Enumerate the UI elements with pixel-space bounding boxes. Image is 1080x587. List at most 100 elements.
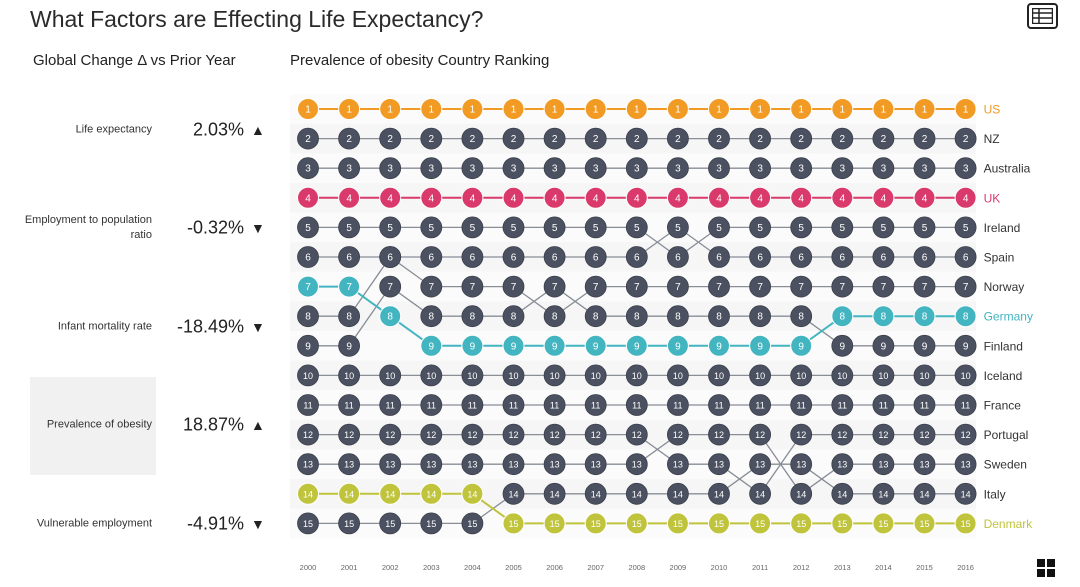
rank-point[interactable]	[831, 364, 854, 387]
rank-point[interactable]	[913, 275, 936, 298]
rank-point[interactable]	[954, 157, 977, 180]
rank-point[interactable]	[461, 394, 484, 416]
rank-point[interactable]	[420, 216, 443, 239]
rank-point[interactable]	[379, 98, 402, 120]
rank-point[interactable]	[666, 186, 689, 209]
rank-point[interactable]	[338, 482, 361, 505]
rank-point[interactable]	[625, 364, 648, 387]
rank-point[interactable]	[749, 275, 772, 298]
rank-point[interactable]	[502, 364, 525, 387]
country-label-ireland[interactable]: Ireland	[984, 221, 1021, 235]
rank-point[interactable]	[420, 334, 443, 357]
rank-point[interactable]	[379, 394, 402, 416]
rank-point[interactable]	[297, 453, 319, 476]
rank-point[interactable]	[543, 423, 566, 446]
rank-point[interactable]	[790, 482, 813, 505]
rank-point[interactable]	[790, 305, 813, 328]
rank-point[interactable]	[420, 512, 443, 535]
rank-point[interactable]	[831, 216, 854, 239]
rank-point[interactable]	[338, 157, 360, 180]
country-label-iceland[interactable]: Iceland	[984, 369, 1023, 383]
rank-point[interactable]	[749, 186, 772, 209]
rank-point[interactable]	[543, 512, 566, 535]
rank-point[interactable]	[872, 482, 895, 505]
rank-point[interactable]	[790, 334, 813, 357]
rank-point[interactable]	[502, 334, 525, 357]
rank-point[interactable]	[913, 482, 936, 505]
rank-point[interactable]	[502, 216, 525, 239]
rank-point[interactable]	[831, 305, 854, 328]
series-norway[interactable]: 8 8 6 7 7 7 8 7 7 7 7 7 7 7 7 7 7	[297, 246, 977, 328]
country-label-portugal[interactable]: Portugal	[984, 428, 1029, 442]
rank-point[interactable]	[379, 157, 402, 180]
rank-point[interactable]	[749, 305, 772, 328]
rank-point[interactable]	[913, 246, 936, 268]
rank-point[interactable]	[872, 305, 895, 328]
rank-point[interactable]	[954, 394, 977, 416]
rank-point[interactable]	[297, 157, 319, 180]
rank-point[interactable]	[790, 186, 813, 209]
rank-point[interactable]	[502, 98, 525, 120]
rank-point[interactable]	[543, 394, 566, 416]
rank-point[interactable]	[831, 157, 854, 180]
rank-point[interactable]	[379, 364, 402, 387]
series-sweden[interactable]: 13 13 13 13 13 13 13 13 13 12 12 12 14 13 13 13 13	[297, 423, 977, 505]
rank-point[interactable]	[790, 453, 813, 476]
series-denmark[interactable]: 14 14 14 14 14 15 15 15 15 15 15 15 15 15 15 15 15	[297, 482, 977, 535]
rank-point[interactable]	[297, 394, 319, 416]
rank-point[interactable]	[666, 275, 689, 298]
rank-point[interactable]	[913, 216, 936, 239]
rank-point[interactable]	[872, 512, 895, 535]
rank-point[interactable]	[666, 157, 689, 180]
rank-point[interactable]	[625, 453, 648, 476]
rank-point[interactable]	[625, 423, 648, 446]
rank-point[interactable]	[831, 186, 854, 209]
rank-point[interactable]	[379, 423, 402, 446]
rank-point[interactable]	[461, 216, 484, 239]
rank-point[interactable]	[913, 394, 936, 416]
rank-point[interactable]	[625, 157, 648, 180]
rank-point[interactable]	[708, 216, 730, 239]
country-label-sweden[interactable]: Sweden	[984, 458, 1027, 472]
rank-point[interactable]	[338, 394, 360, 416]
rank-point[interactable]	[708, 453, 730, 476]
rank-point[interactable]	[379, 186, 402, 209]
series-france[interactable]: 11 11 11 11 11 11 11 11 11 11 11 11 11 11 11 11 11	[297, 394, 977, 416]
rank-point[interactable]	[913, 305, 936, 328]
rank-point[interactable]	[502, 423, 525, 446]
country-label-spain[interactable]: Spain	[984, 251, 1015, 265]
rank-point[interactable]	[461, 275, 484, 298]
rank-point[interactable]	[461, 364, 484, 387]
rank-point[interactable]	[625, 186, 648, 209]
rank-point[interactable]	[666, 394, 689, 416]
rank-point[interactable]	[338, 186, 361, 209]
table-view-button[interactable]	[1027, 3, 1058, 29]
country-label-uk[interactable]: UK	[984, 191, 1001, 205]
country-label-australia[interactable]: Australia	[984, 162, 1031, 176]
rank-point[interactable]	[790, 216, 813, 239]
rank-point[interactable]	[584, 512, 607, 535]
rank-point[interactable]	[297, 186, 319, 209]
series-australia[interactable]: 3 3 3 3 3 3 3 3 3 3 3 3 3 3 3 3 3	[297, 157, 977, 180]
rank-point[interactable]	[420, 186, 443, 209]
rank-point[interactable]	[543, 275, 566, 298]
rank-point[interactable]	[379, 127, 402, 150]
rank-point[interactable]	[543, 98, 566, 120]
rank-point[interactable]	[297, 305, 319, 328]
series-ireland[interactable]: 5 5 5 5 5 5 5 5 5 6 5 5 5 5 5 5 5	[297, 216, 977, 268]
rank-point[interactable]	[625, 512, 648, 535]
rank-point[interactable]	[543, 157, 566, 180]
rank-point[interactable]	[954, 305, 977, 328]
rank-point[interactable]	[749, 246, 772, 268]
rank-point[interactable]	[461, 512, 484, 535]
rank-point[interactable]	[297, 246, 319, 268]
rank-point[interactable]	[790, 246, 813, 268]
rank-point[interactable]	[872, 186, 895, 209]
rank-point[interactable]	[666, 127, 689, 150]
rank-point[interactable]	[379, 512, 402, 535]
rank-point[interactable]	[420, 423, 443, 446]
rank-point[interactable]	[420, 482, 443, 505]
rank-point[interactable]	[584, 423, 607, 446]
rank-point[interactable]	[502, 453, 525, 476]
rank-point[interactable]	[913, 423, 936, 446]
